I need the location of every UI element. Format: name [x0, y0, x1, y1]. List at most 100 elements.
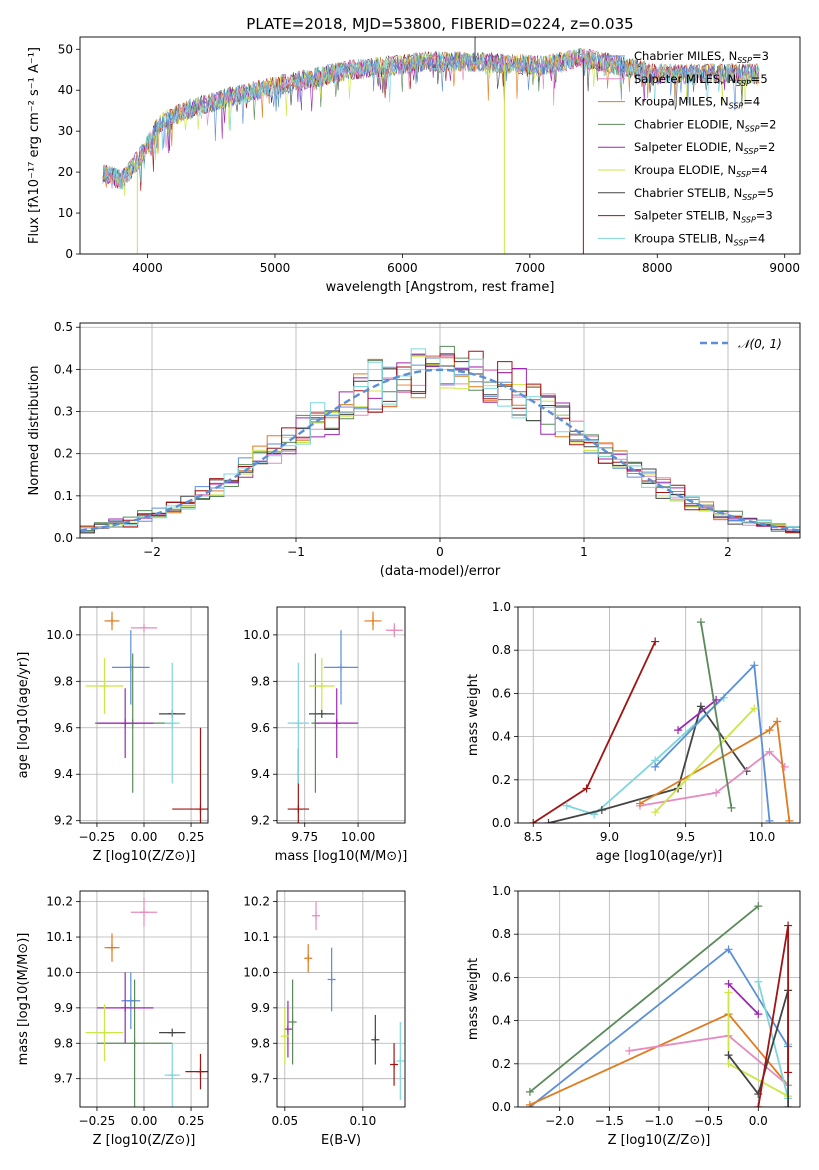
axes-frame — [276, 890, 406, 1108]
x-tick-label: −1.5 — [595, 1114, 624, 1128]
plot-area — [277, 891, 405, 1107]
x-tick-label: 1 — [580, 545, 588, 559]
x-tick-label: 9.0 — [600, 830, 619, 844]
legend: 𝒩(0, 1) — [700, 337, 782, 351]
y-tick-label: 0.0 — [492, 816, 511, 830]
data-point-chabrier_stelib — [317, 709, 326, 718]
series-marker-salpeter_elodie — [724, 979, 733, 988]
x-tick-label: 5000 — [260, 261, 291, 275]
series-marker-salpeter_stelib — [784, 1068, 793, 1077]
legend-entry: Kroupa ELODIE, NSSP=4 — [634, 163, 768, 179]
panel-mass_vs_EBV: 0.05 0.10 9.7 9.8 9.9 10.0 10.1 10.2 E(B-V) — [243, 890, 406, 1148]
y-tick-label: 9.9 — [251, 1001, 270, 1015]
data-point-chabrier_stelib — [168, 1028, 177, 1037]
y-tick-label: 9.6 — [54, 721, 73, 735]
legend-entry: Chabrier ELODIE, NSSP=2 — [634, 117, 776, 133]
y-tick-label: 0.8 — [492, 643, 511, 657]
y-tick-label: 9.8 — [54, 1036, 73, 1050]
series-marker-chabrier_miles — [765, 816, 774, 823]
data-point-kroupa_miles — [108, 943, 116, 952]
series-marker-kroupa_miles — [525, 1100, 534, 1107]
data-point-salpeter_miles — [312, 911, 321, 920]
x-tick-label: 9000 — [769, 261, 800, 275]
data-point-kroupa_elodie — [280, 1032, 289, 1041]
y-tick-label: 9.4 — [54, 767, 73, 781]
y-tick-label: 9.8 — [251, 1036, 270, 1050]
y-tick-label: 0.4 — [492, 1014, 511, 1028]
x-tick-label: 2 — [724, 545, 732, 559]
series-line-salpeter_elodie — [727, 983, 759, 1015]
series-marker-kroupa_miles — [773, 717, 782, 726]
plot-area — [518, 607, 800, 823]
data-point-salpeter_miles — [390, 626, 399, 635]
x-axis-label: Z [log10(Z/Z⊙)] — [93, 849, 196, 864]
data-point-kroupa_miles — [304, 954, 313, 963]
series-marker-chabrier_stelib — [544, 819, 553, 823]
y-axis-label: mass [log10(M/M⊙)] — [16, 933, 31, 1066]
series-line-salpeter_stelib — [532, 641, 657, 823]
y-tick-label: 10 — [58, 206, 73, 220]
x-tick-label: 10.0 — [749, 830, 776, 844]
x-tick-label: 8000 — [642, 261, 673, 275]
y-tick-label: 0.2 — [54, 447, 73, 461]
series-marker-chabrier_miles — [750, 661, 759, 670]
axes-frame — [517, 890, 801, 1108]
panel-mass_vs_Z: −0.25 0.00 0.25 9.7 9.8 9.9 10.0 10.1 10.2 Z [log… — [16, 890, 209, 1148]
y-axis-label: Flux [fλ10⁻¹⁷ erg cm⁻² s⁻¹ A⁻¹] — [27, 47, 42, 244]
plot-area — [80, 323, 800, 538]
series-marker-salpeter_stelib — [582, 784, 591, 793]
data-point-salpeter_elodie — [121, 1003, 130, 1012]
y-tick-label: 50 — [58, 42, 73, 56]
axes-frame — [79, 606, 209, 824]
y-tick-label: 10.1 — [243, 930, 270, 944]
x-axis-label: Z [log10(Z/Z⊙)] — [93, 1133, 196, 1148]
y-tick-label: 10.1 — [46, 930, 73, 944]
series-marker-salpeter_stelib — [784, 921, 793, 930]
data-point-salpeter_stelib — [390, 1060, 399, 1069]
panel-spectrum: 4000 5000 6000 7000 8000 9000 0 10 20 30 40 50 wavel… — [27, 15, 801, 295]
series-marker-kroupa_elodie — [651, 808, 660, 817]
y-tick-label: 10.2 — [46, 895, 73, 909]
y-tick-label: 0.6 — [492, 970, 511, 984]
y-tick-label: 10.0 — [243, 965, 270, 979]
y-tick-label: 10.0 — [46, 628, 73, 642]
data-point-chabrier_miles — [327, 975, 336, 984]
series-marker-kroupa_elodie — [750, 704, 759, 713]
legend-entry: 𝒩(0, 1) — [738, 337, 782, 351]
x-tick-label: −2.0 — [545, 1114, 574, 1128]
series-marker-chabrier_elodie — [754, 902, 763, 911]
legend-entry: Salpeter MILES, NSSP=5 — [634, 72, 768, 88]
data-point-kroupa_miles — [369, 616, 377, 625]
series-marker-salpeter_miles — [765, 747, 774, 756]
series-line-kroupa_stelib — [566, 697, 725, 816]
x-tick-label: 0.05 — [271, 1114, 298, 1128]
data-point-salpeter_stelib — [294, 805, 303, 814]
panel-weight_vs_Z: −2.0 −1.5 −1.0 −0.5 0.0 0.0 0.2 0.4 0.6 0.8 1.0 Z [… — [466, 884, 801, 1148]
plot-area — [518, 891, 800, 1107]
y-tick-label: 1.0 — [492, 884, 511, 898]
data-point-kroupa_miles — [108, 616, 116, 625]
y-tick-label: 9.2 — [54, 814, 73, 828]
y-axis-label: age [log10(age/yr)] — [16, 652, 31, 779]
y-tick-label: 10.2 — [243, 895, 270, 909]
legend-entry: Kroupa MILES, NSSP=4 — [634, 95, 760, 111]
data-point-salpeter_stelib — [196, 1067, 205, 1076]
series-marker-chabrier_elodie — [525, 1087, 534, 1096]
series-line-salpeter_miles — [639, 750, 786, 807]
plot-area — [102, 37, 760, 254]
x-tick-label: −0.25 — [79, 830, 116, 844]
data-point-chabrier_miles — [126, 996, 135, 1005]
data-point-salpeter_stelib — [196, 805, 205, 814]
y-tick-label: 0.1 — [54, 489, 73, 503]
x-tick-label: −1.0 — [644, 1114, 673, 1128]
data-point-salpeter_elodie — [332, 719, 341, 728]
y-tick-label: 9.4 — [251, 767, 270, 781]
y-tick-label: 0.6 — [492, 686, 511, 700]
x-tick-label: 0.10 — [349, 1114, 376, 1128]
series-marker-chabrier_elodie — [727, 803, 736, 812]
y-tick-label: 0.4 — [492, 730, 511, 744]
series-line-chabrier_elodie — [700, 621, 733, 809]
y-tick-label: 9.9 — [54, 1001, 73, 1015]
x-tick-label: 4000 — [132, 261, 163, 275]
